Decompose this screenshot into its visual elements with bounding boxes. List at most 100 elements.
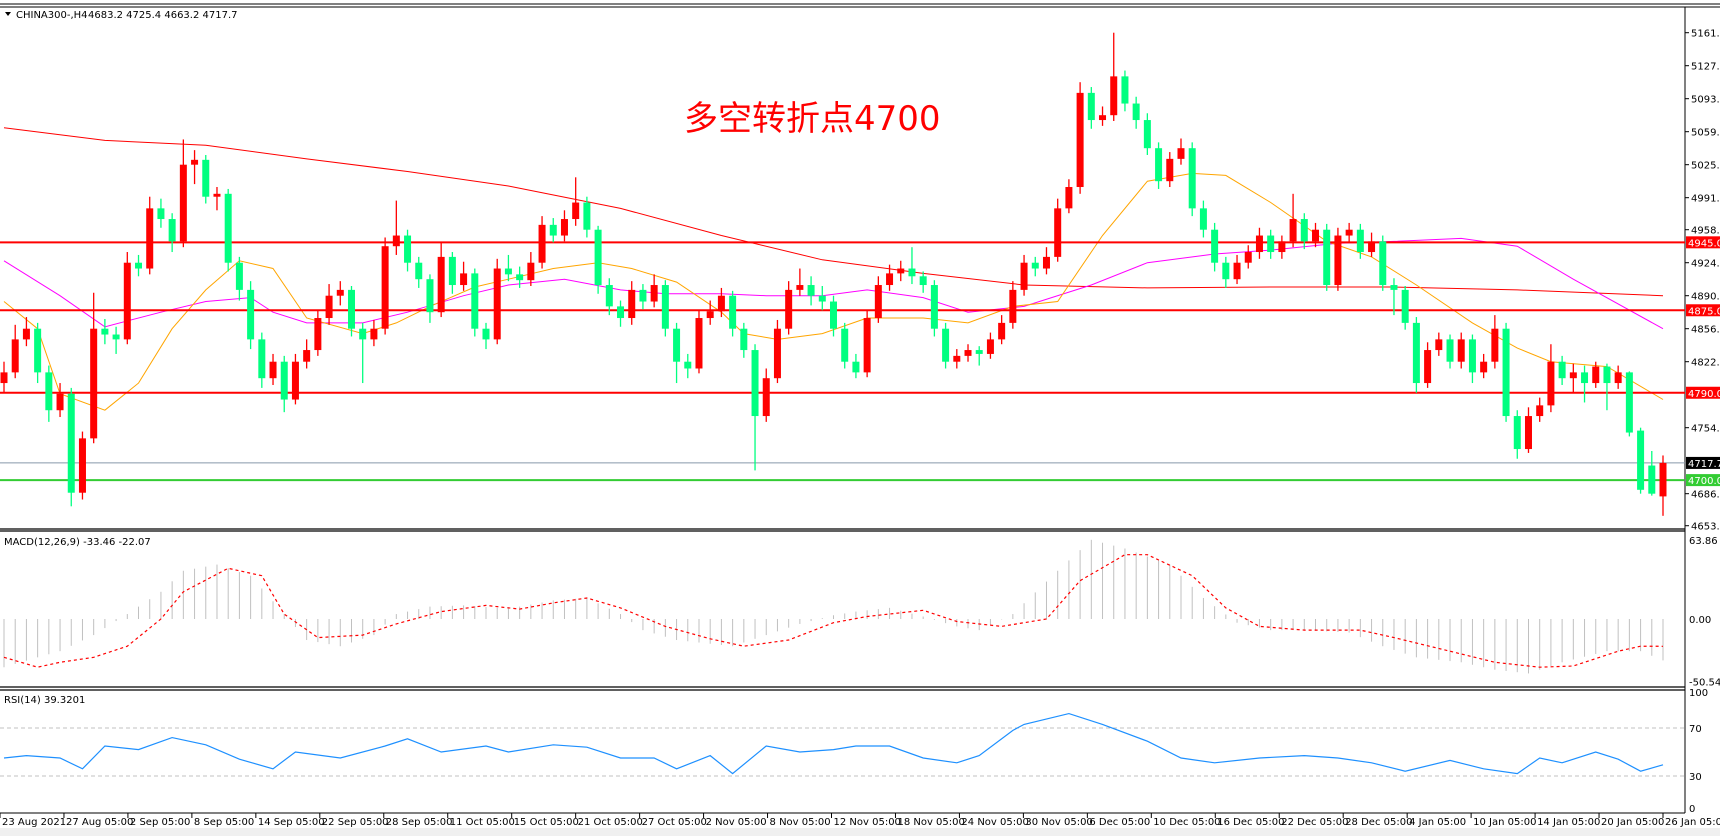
time-tick-label: 16 Dec 05:00 — [1217, 817, 1284, 828]
macd-axis-label: -50.54 — [1689, 678, 1720, 689]
candle — [179, 139, 187, 248]
candle-body — [1255, 235, 1263, 253]
candle-body — [482, 328, 490, 340]
candle-body — [202, 159, 210, 197]
candle-body — [661, 285, 669, 329]
candle — [1166, 152, 1174, 188]
time-axis[interactable]: 23 Aug 2021 27 Aug 05:002 Sep 05:00 8 Sep … — [0, 813, 1720, 828]
price-line-label: 4875.0 — [1688, 306, 1720, 317]
candle-body — [370, 328, 378, 340]
candle — [964, 344, 972, 362]
candle — [807, 276, 815, 306]
candle — [1155, 142, 1163, 189]
candle — [1379, 235, 1387, 291]
time-tick-label: 14 Sep 05:00 — [258, 817, 325, 828]
candle — [1312, 222, 1320, 248]
candle-body — [1446, 339, 1454, 362]
candle-body — [852, 361, 860, 373]
candle-body — [1379, 241, 1387, 286]
candle — [796, 268, 804, 296]
candle — [538, 216, 546, 269]
candle — [549, 218, 557, 243]
candle-body — [1424, 350, 1432, 384]
candle — [415, 256, 423, 288]
candle — [1412, 317, 1420, 393]
candle-body — [639, 289, 647, 302]
candle — [303, 339, 311, 369]
price-pane[interactable]: 5161.0 5127.0 5093.0 5059.0 5025.0 4991.0 4958… — [0, 29, 1720, 533]
candle-body — [179, 164, 187, 242]
candle — [1390, 278, 1398, 316]
time-tick-label: 28 Sep 05:00 — [386, 817, 453, 828]
candle-body — [1368, 241, 1376, 253]
time-tick-label: 10 Jan 05:00 — [1473, 817, 1536, 828]
candle — [1468, 334, 1476, 384]
price-line-label: 4945.0 — [1688, 238, 1720, 249]
candle — [146, 196, 154, 275]
candle — [1502, 322, 1510, 422]
candle-body — [247, 289, 255, 340]
candle — [235, 256, 243, 301]
pane-labels: CHINA300-,H4 4683.2 4725.4 4663.2 4717.7… — [4, 10, 941, 706]
candle — [1177, 138, 1185, 165]
rsi-pane[interactable]: 100 70 30 0 — [0, 688, 1708, 815]
candle — [1457, 332, 1465, 369]
candle-body — [1345, 229, 1353, 236]
candle — [1087, 87, 1095, 129]
candle — [168, 213, 176, 253]
time-tick-label: 2 Sep 05:00 — [130, 817, 190, 828]
macd-pane[interactable]: 63.86 0.00 -50.54 — [3, 536, 1720, 689]
candle — [560, 210, 568, 242]
candle-body — [67, 393, 75, 493]
candle-body — [773, 328, 781, 379]
candle-body — [1536, 405, 1544, 417]
triangle-down-icon[interactable] — [5, 12, 11, 16]
rsi-axis-label: 0 — [1689, 804, 1695, 815]
candle — [1569, 363, 1577, 393]
price-line-label-bg — [1686, 304, 1720, 317]
time-tick-label: 10 Dec 05:00 — [1153, 817, 1220, 828]
horizontal-scrollbar[interactable] — [0, 828, 1720, 836]
candle-body — [684, 361, 692, 369]
time-tick-label: 15 Oct 05:00 — [514, 817, 579, 828]
candle — [919, 271, 927, 293]
candle-body — [1356, 229, 1364, 253]
candle-body — [1042, 256, 1050, 269]
candle-body — [1289, 219, 1297, 242]
candle — [785, 281, 793, 335]
macd-label: MACD(12,26,9) -33.46 -22.07 — [4, 537, 151, 548]
candle — [247, 281, 255, 350]
candle-body — [942, 328, 950, 362]
candle-body — [1558, 361, 1566, 379]
candle-body — [1614, 372, 1622, 384]
candle-body — [650, 285, 658, 302]
time-tick-label: 8 Sep 05:00 — [194, 817, 254, 828]
candle-body — [1020, 262, 1028, 290]
price-tick-label: 4924.0 — [1691, 259, 1720, 270]
candle — [572, 177, 580, 226]
candle — [527, 252, 535, 287]
candle — [673, 322, 681, 384]
symbol-label: CHINA300-,H4 — [16, 10, 88, 21]
candle-body — [168, 219, 176, 242]
candle-body — [314, 318, 322, 351]
candle — [1031, 256, 1039, 277]
candle — [740, 322, 748, 358]
candle-body — [1334, 235, 1342, 286]
candle — [986, 332, 994, 359]
candle — [1233, 254, 1241, 285]
candle — [1536, 397, 1544, 422]
candle-body — [785, 289, 793, 329]
candle-body — [191, 159, 199, 165]
candle-body — [1457, 339, 1465, 362]
candle — [291, 353, 299, 405]
candle — [1659, 455, 1667, 516]
rsi-axis-label: 100 — [1689, 688, 1708, 699]
candle — [650, 274, 658, 308]
time-tick-label: 27 Aug 05:00 — [66, 817, 133, 828]
candle — [1267, 229, 1275, 259]
candle-body — [1491, 328, 1499, 362]
candle-body — [919, 276, 927, 286]
candle-body — [1603, 366, 1611, 384]
